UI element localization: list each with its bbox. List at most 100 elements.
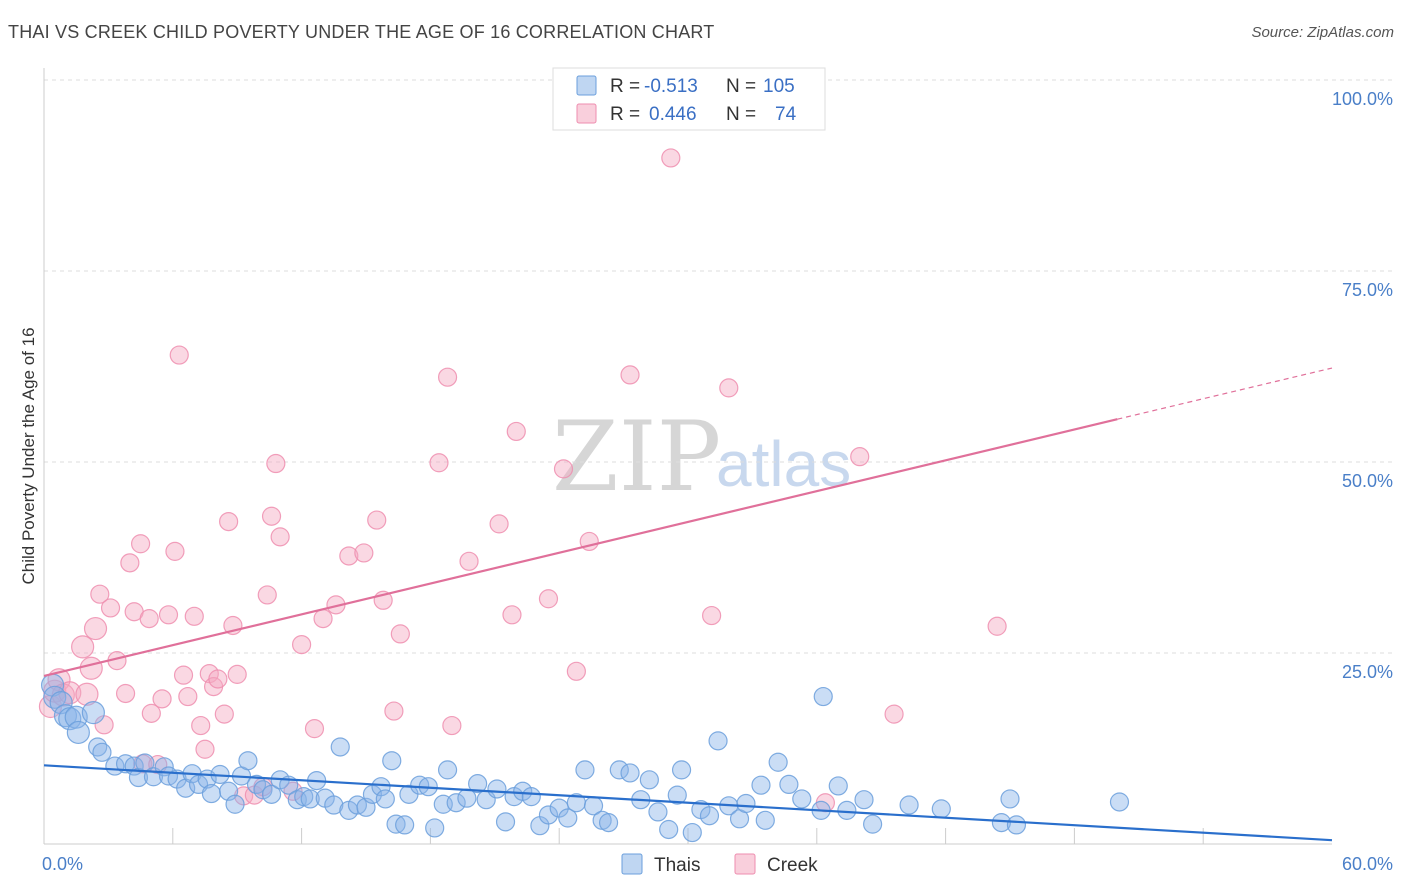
legend-thai-r-label: R =	[610, 76, 640, 97]
thai-point	[487, 779, 507, 799]
thai-point	[246, 774, 267, 795]
thai-point	[324, 795, 344, 815]
legend: R = -0.513 N = 105 R = 0.446 N = 74	[552, 67, 826, 131]
thai-point	[92, 742, 112, 762]
creek-point	[219, 511, 239, 532]
thai-point	[755, 810, 775, 830]
legend-creek-n-value: 74	[775, 104, 797, 125]
thai-point	[837, 800, 857, 820]
legend-creek-n-label: N =	[726, 104, 756, 125]
thai-point	[425, 818, 445, 838]
bottom-legend-thai: Thais	[654, 855, 700, 876]
creek-point	[506, 421, 526, 442]
creek-point	[553, 459, 574, 479]
thai-point	[1006, 815, 1027, 835]
legend-swatch-creek	[576, 103, 597, 124]
x-tick-max: 60.0%	[1342, 854, 1393, 874]
y-tick-75: 75.0%	[1342, 280, 1393, 300]
y-axis-label: Child Poverty Under the Age of 16	[19, 327, 38, 584]
creek-point	[620, 365, 640, 385]
thai-point	[468, 774, 488, 794]
creek-point	[850, 447, 870, 467]
creek-point	[191, 715, 211, 736]
creek-point	[152, 689, 172, 709]
creek-point	[195, 739, 215, 759]
thai-point	[828, 776, 848, 796]
creek-point	[100, 598, 121, 618]
thai-point	[521, 787, 541, 807]
thai-point	[1109, 792, 1130, 812]
thai-point	[371, 777, 391, 797]
thai-point	[792, 789, 812, 809]
creek-point	[261, 506, 282, 526]
creek-point	[120, 553, 140, 573]
chart-source: Source: ZipAtlas.com	[1251, 24, 1394, 41]
thai-point	[253, 780, 273, 800]
thai-point	[1000, 789, 1020, 809]
creek-point	[79, 656, 103, 680]
creek-point	[266, 453, 286, 474]
thai-point	[648, 802, 668, 822]
creek-point	[538, 589, 559, 609]
thai-point	[81, 700, 105, 725]
creek-trend-line-extension	[1117, 367, 1333, 420]
thai-point	[854, 790, 874, 810]
thai-point	[620, 763, 640, 783]
thai-trend-line	[43, 764, 1333, 842]
watermark-atlas: atlas	[716, 428, 851, 500]
legend-creek-r-label: R =	[610, 104, 640, 125]
thai-point	[751, 775, 771, 795]
bottom-legend-creek: Creek	[767, 855, 818, 876]
creek-point	[115, 683, 136, 704]
thai-point	[639, 770, 659, 790]
thai-point	[609, 760, 629, 780]
thai-point	[64, 705, 88, 729]
creek-point	[304, 719, 325, 739]
thai-point	[899, 795, 919, 815]
thai-point	[598, 813, 619, 833]
creek-point	[227, 664, 247, 684]
legend-thai-r-value: -0.513	[644, 76, 698, 97]
thai-point	[768, 752, 788, 772]
bottom-legend: Thais Creek	[621, 853, 818, 876]
thai-point	[300, 789, 320, 809]
thai-point	[708, 731, 728, 751]
x-axis-minor-ticks	[172, 828, 1204, 844]
creek-point	[165, 541, 185, 561]
y-tick-25: 25.0%	[1342, 662, 1393, 682]
legend-thai-n-value: 105	[763, 76, 795, 97]
thai-point	[330, 737, 350, 757]
thai-point	[446, 793, 466, 813]
creek-point	[489, 514, 509, 534]
thai-point	[736, 793, 756, 814]
legend-creek-r-value: 0.446	[649, 104, 697, 125]
thai-point	[225, 794, 245, 814]
creek-point	[214, 704, 234, 724]
creek-point	[173, 665, 194, 685]
creek-point	[71, 635, 95, 659]
thai-point	[931, 799, 951, 819]
thai-point	[813, 686, 833, 707]
thai-point	[261, 784, 282, 804]
creek-point	[292, 634, 312, 655]
creek-point	[987, 616, 1007, 636]
thai-point	[558, 808, 578, 828]
creek-point	[141, 703, 161, 723]
x-tick-min: 0.0%	[42, 854, 83, 874]
legend-swatch-thai	[576, 75, 597, 96]
creek-point	[131, 534, 151, 554]
creek-point	[208, 669, 228, 689]
y-tick-100: 100.0%	[1332, 89, 1393, 109]
creek-trend-line	[43, 418, 1118, 677]
creek-point	[139, 609, 159, 629]
creek-point	[184, 606, 204, 626]
creek-point	[178, 686, 198, 707]
thai-points	[40, 673, 1130, 843]
thai-point	[699, 806, 720, 826]
creek-point	[158, 605, 179, 625]
creek-point	[339, 546, 359, 566]
thai-point	[201, 783, 222, 804]
thai-point	[437, 760, 458, 780]
creek-point	[502, 605, 522, 625]
